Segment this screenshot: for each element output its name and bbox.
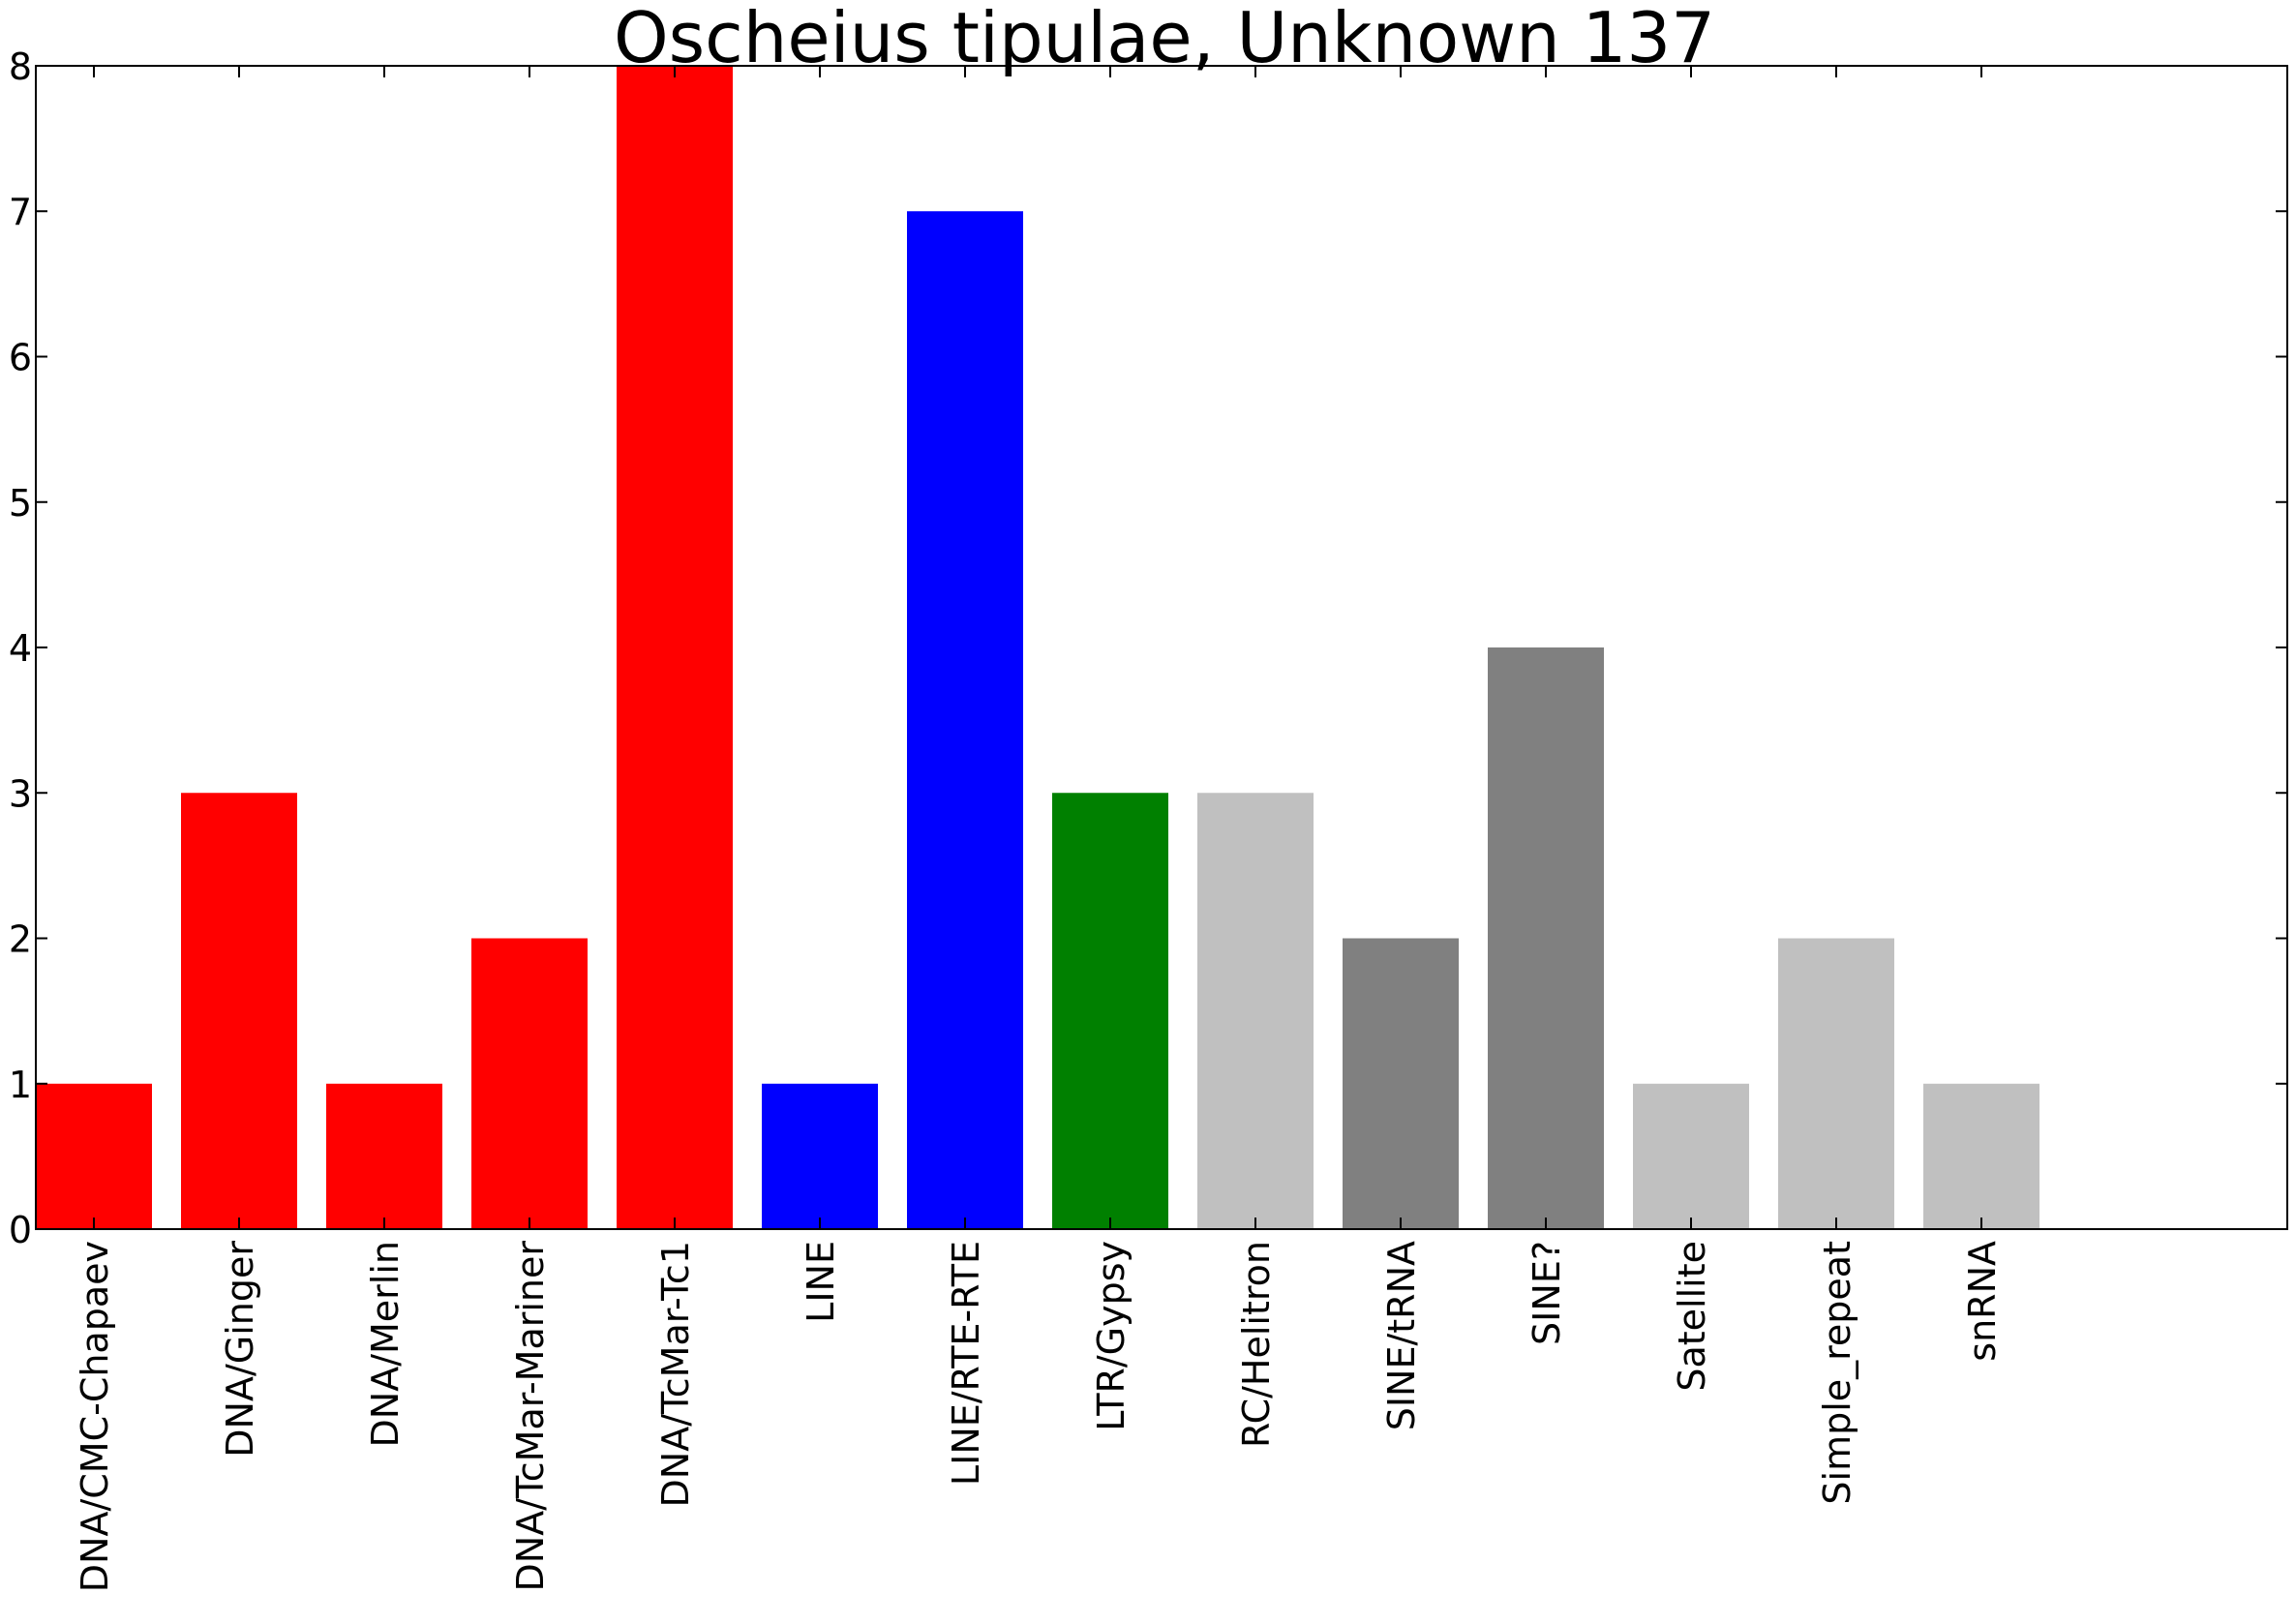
y-tick-label: 6 — [9, 337, 32, 379]
x-tick-label: RC/Helitron — [1235, 1241, 1278, 1448]
x-tick-label: snRNA — [1961, 1241, 2004, 1362]
x-tick-label: LTR/Gypsy — [1090, 1241, 1133, 1431]
x-tick-label: LINE/RTE-RTE — [945, 1241, 987, 1486]
bar-ltr-gypsy — [1052, 793, 1168, 1229]
y-tick-label: 8 — [9, 45, 32, 88]
y-tick-label: 1 — [9, 1064, 32, 1106]
x-tick-label: DNA/Ginger — [219, 1241, 261, 1458]
x-tick-label: DNA/TcMar-Mariner — [509, 1241, 552, 1592]
x-tick-label: SINE/tRNA — [1380, 1241, 1423, 1430]
x-tick-label: DNA/Merlin — [364, 1241, 407, 1447]
bars-layer — [36, 66, 2039, 1229]
ticks-layer — [36, 65, 2287, 1230]
x-tick-label: LINE — [800, 1241, 842, 1323]
bar-snrna — [1923, 1083, 2039, 1229]
bar-simple-repeat — [1778, 938, 1894, 1229]
bar-sine-trna — [1343, 938, 1459, 1229]
x-tick-label: DNA/TcMar-Tc1 — [654, 1241, 697, 1507]
y-tick-label: 2 — [9, 918, 32, 961]
y-tick-label: 0 — [9, 1209, 32, 1251]
bar-dna-merlin — [326, 1083, 442, 1229]
bar-line-rte-rte — [907, 211, 1023, 1229]
bar-dna-cmc-chapaev — [36, 1083, 152, 1229]
x-tick-label: SINE? — [1526, 1241, 1568, 1345]
y-tick-label: 5 — [9, 482, 32, 525]
y-tick-label: 4 — [9, 627, 32, 670]
x-tick-label: DNA/CMC-Chapaev — [74, 1241, 116, 1592]
labels-layer: DNA/CMC-Chapaev DNA/Ginger DNA/Merlin DNA/T… — [9, 45, 2004, 1592]
x-tick-label: Satellite — [1671, 1241, 1713, 1392]
y-tick-label: 3 — [9, 772, 32, 815]
bar-dna-tcmar-tc1 — [617, 66, 733, 1229]
bar-sine — [1488, 647, 1604, 1229]
x-tick-label: Simple_repeat — [1816, 1241, 1858, 1505]
plot-frame — [35, 65, 2288, 1230]
bar-dna-ginger — [181, 793, 297, 1229]
bar-satellite — [1633, 1083, 1749, 1229]
bar-line — [762, 1083, 878, 1229]
bar-rc-helitron — [1197, 793, 1314, 1229]
y-tick-label: 7 — [9, 191, 32, 233]
bar-dna-tcmar-mariner — [471, 938, 588, 1229]
